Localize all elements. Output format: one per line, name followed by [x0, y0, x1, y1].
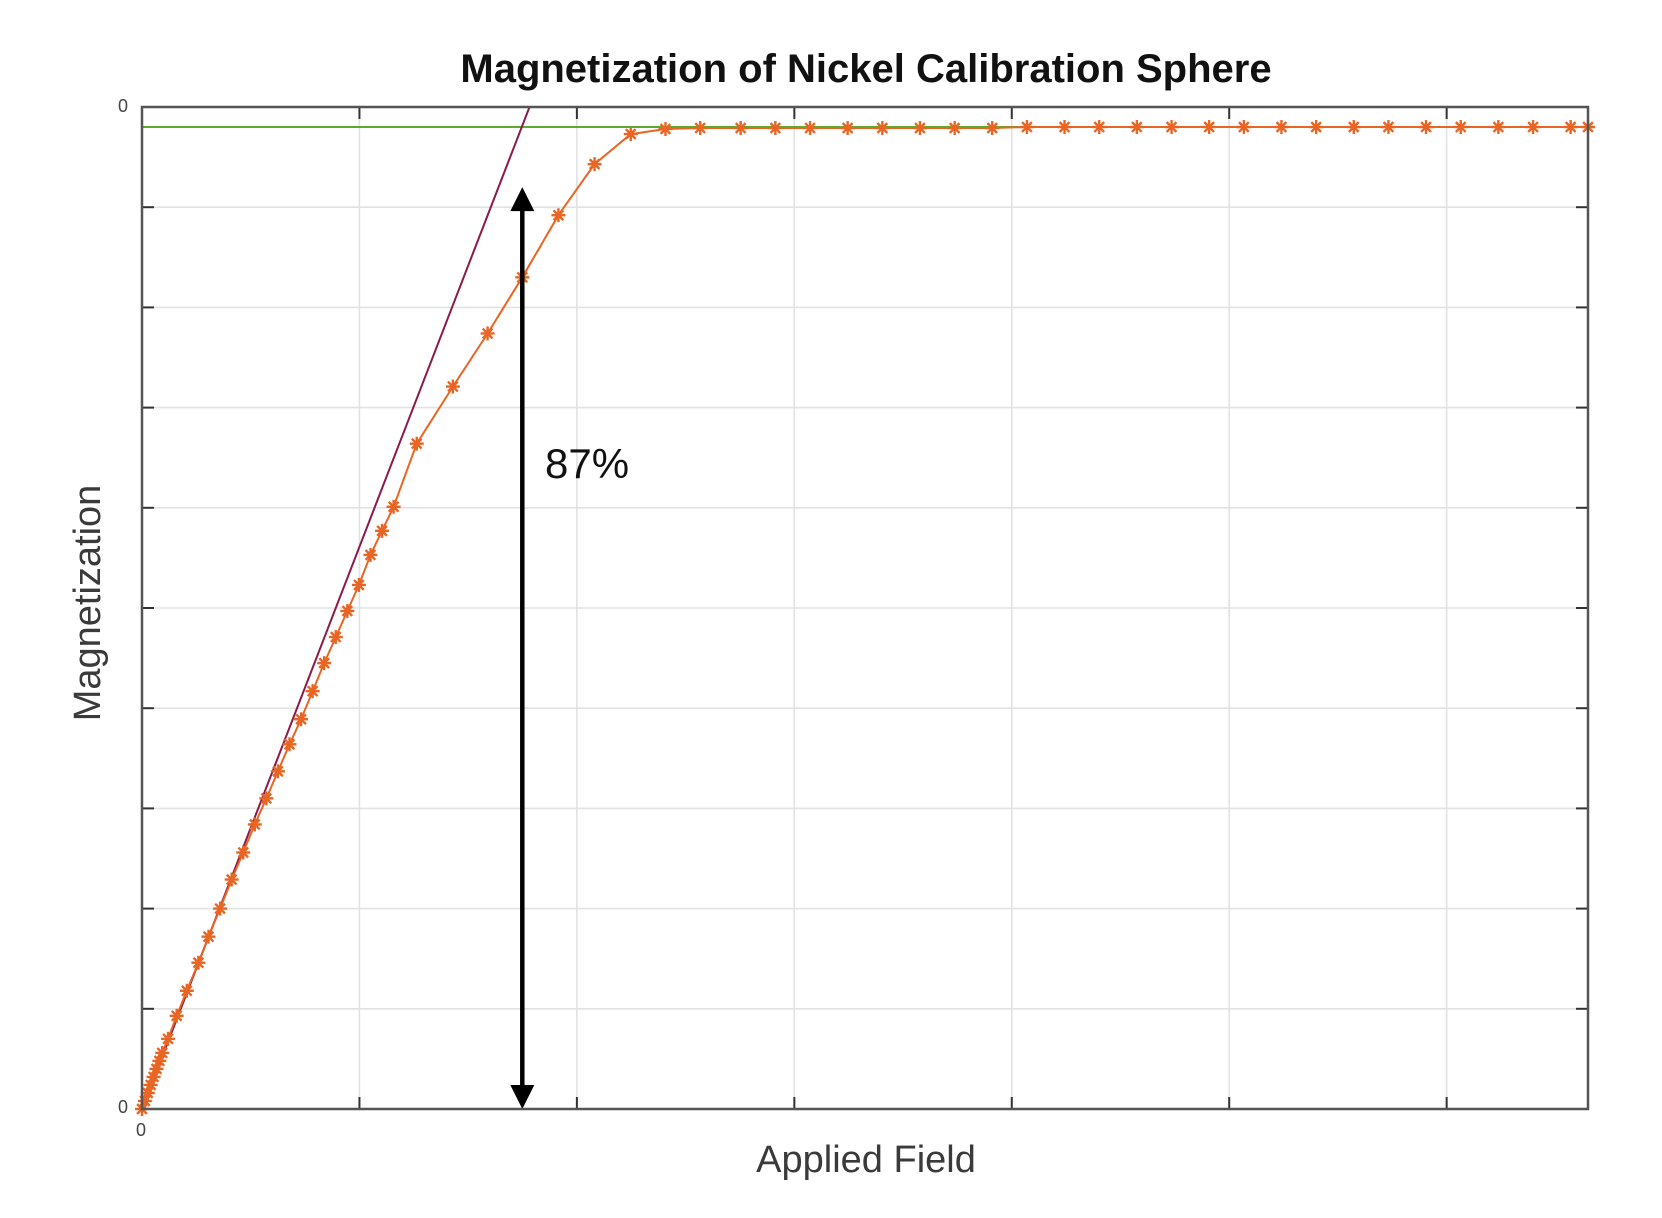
grid [142, 107, 1588, 1109]
data-point [328, 630, 343, 645]
data-point [733, 121, 748, 136]
data-point [768, 121, 783, 136]
data-point [1236, 120, 1251, 135]
data-point [875, 121, 890, 136]
data-point [803, 121, 818, 136]
data-point [1491, 120, 1506, 135]
data-point [1309, 120, 1324, 135]
data-point [179, 983, 194, 998]
data-point [985, 121, 1000, 136]
annotation-arrow-head-top [510, 187, 535, 212]
data-point [587, 157, 602, 172]
annotation-arrow-head-bottom [510, 1085, 535, 1109]
data-point [363, 547, 378, 562]
axes-frame [140, 105, 1590, 1111]
data-point [191, 955, 206, 970]
data-point [623, 127, 638, 142]
data-point [1092, 120, 1107, 135]
data-point [294, 712, 309, 727]
data-point [480, 326, 495, 341]
y-tick-label-top: 0 [118, 96, 128, 116]
data-point [317, 656, 332, 671]
plot-area [135, 106, 1595, 1116]
data-point [409, 436, 424, 451]
data-point [912, 121, 927, 136]
data-point [1526, 120, 1541, 135]
data-point [1129, 120, 1144, 135]
annotation-label: 87% [545, 440, 629, 487]
data-point [169, 1008, 184, 1023]
data-point [840, 121, 855, 136]
data-point [1164, 120, 1179, 135]
data-point [155, 1045, 170, 1060]
data-point [340, 604, 355, 619]
data-point [947, 121, 962, 136]
data-point [305, 684, 320, 699]
y-tick-label-origin: 0 [118, 1097, 128, 1117]
data-point [201, 929, 216, 944]
data-point [161, 1031, 176, 1046]
data-point [282, 737, 297, 752]
data-point [445, 379, 460, 394]
ticks [142, 107, 1588, 1109]
data-point [1057, 120, 1072, 135]
x-tick-label-origin: 0 [136, 1120, 146, 1140]
data-point [1563, 120, 1578, 135]
data-point [1202, 120, 1217, 135]
data-point [213, 901, 228, 916]
data-point [1274, 120, 1289, 135]
data-point [658, 122, 673, 137]
data-point [1419, 120, 1434, 135]
data-point [224, 872, 239, 887]
data-point [1453, 120, 1468, 135]
data-point [270, 764, 285, 779]
data-point [1346, 120, 1361, 135]
y-axis-label: Magnetization [67, 485, 109, 722]
data-point [351, 577, 366, 592]
data-point [1019, 120, 1034, 135]
chart-title: Magnetization of Nickel Calibration Sphe… [460, 47, 1271, 91]
data-point [386, 499, 401, 514]
data-point [259, 791, 274, 806]
data-point [247, 817, 262, 832]
data-point [693, 121, 708, 136]
data-point [1381, 120, 1396, 135]
x-axis-label: Applied Field [756, 1139, 976, 1181]
data-point [375, 523, 390, 538]
data-point [551, 208, 566, 223]
data-point [236, 845, 251, 860]
